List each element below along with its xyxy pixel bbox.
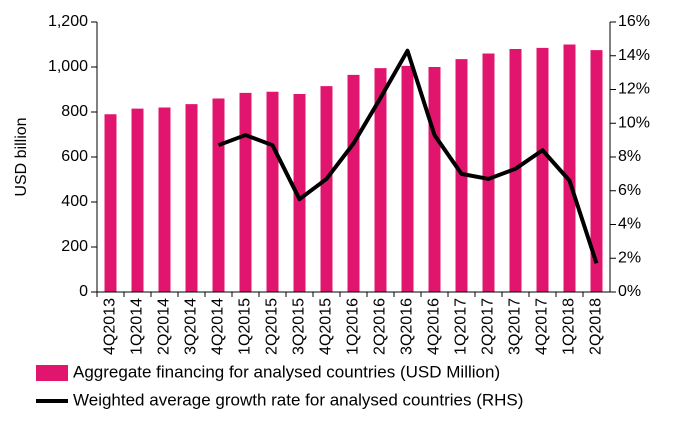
legend-label: Weighted average growth rate for analyse… — [73, 390, 523, 409]
bar — [104, 114, 117, 292]
bar — [374, 68, 387, 292]
x-tick-label: 2Q2018 — [588, 298, 605, 355]
legend-swatch — [36, 365, 68, 381]
x-tick-label: 4Q2016 — [426, 298, 443, 355]
y-tick-label: 400 — [61, 193, 88, 210]
x-tick-label: 1Q2016 — [345, 298, 362, 355]
y-tick-label: 1,000 — [48, 58, 88, 75]
bar — [401, 65, 414, 292]
bar — [212, 98, 225, 292]
x-tick-label: 3Q2015 — [291, 298, 308, 355]
y-tick-label: 200 — [61, 238, 88, 255]
x-tick-label: 3Q2017 — [507, 298, 524, 355]
x-tick-label: 4Q2017 — [534, 298, 551, 355]
bar — [428, 67, 441, 292]
bar — [320, 86, 333, 292]
x-tick-label: 2Q2017 — [480, 298, 497, 355]
y-axis-label: USD billion — [13, 117, 30, 196]
line — [217, 48, 599, 264]
bar — [158, 107, 171, 292]
x-tick-label: 4Q2013 — [102, 298, 119, 355]
x-tick-label: 1Q2014 — [129, 298, 146, 355]
x-tick-label: 4Q2015 — [318, 298, 335, 355]
bar — [266, 91, 279, 292]
x-tick-label: 3Q2014 — [183, 298, 200, 355]
bar — [239, 92, 252, 292]
x-tick-label: 2Q2016 — [372, 298, 389, 355]
y2-tick-label: 6% — [618, 182, 641, 199]
bar — [590, 50, 603, 292]
bar — [131, 108, 144, 292]
bar — [563, 44, 576, 292]
y-tick-label: 1,200 — [48, 13, 88, 30]
bar — [482, 53, 495, 292]
y2-tick-label: 2% — [618, 249, 641, 266]
y-tick-label: 800 — [61, 103, 88, 120]
y-tick-label: 0 — [79, 283, 88, 300]
bar — [347, 74, 360, 292]
y2-tick-label: 10% — [618, 114, 650, 131]
y2-tick-label: 14% — [618, 47, 650, 64]
x-tick-label: 3Q2016 — [399, 298, 416, 355]
y2-tick-label: 8% — [618, 148, 641, 165]
x-tick-label: 2Q2014 — [156, 298, 173, 355]
legend-label: Aggregate financing for analysed countri… — [73, 362, 500, 381]
x-tick-label: 1Q2017 — [453, 298, 470, 355]
bar — [536, 47, 549, 292]
x-tick-label: 1Q2018 — [561, 298, 578, 355]
x-tick-label: 4Q2014 — [210, 298, 227, 355]
x-tick-label: 1Q2015 — [237, 298, 254, 355]
x-tick-label: 2Q2015 — [264, 298, 281, 355]
y2-tick-label: 12% — [618, 81, 650, 98]
bar — [185, 104, 198, 292]
y-tick-label: 600 — [61, 148, 88, 165]
y2-tick-label: 4% — [618, 216, 641, 233]
bar — [293, 94, 306, 292]
y2-tick-label: 0% — [618, 283, 641, 300]
y2-tick-label: 16% — [618, 13, 650, 30]
